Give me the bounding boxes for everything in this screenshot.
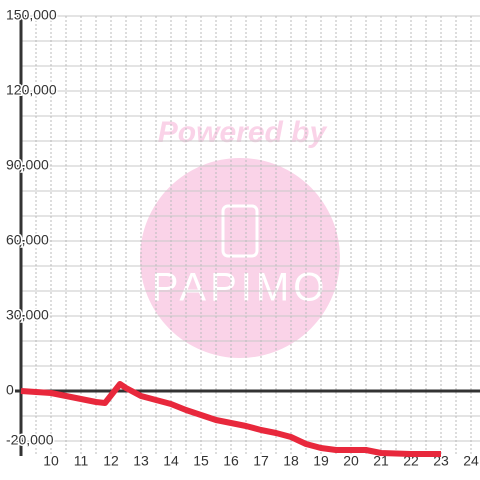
x-tick-label: 14	[163, 453, 179, 469]
x-tick-label: 13	[133, 453, 149, 469]
y-tick-label: 90,000	[6, 157, 49, 173]
x-tick-label: 12	[103, 453, 119, 469]
y-tick-label: 120,000	[6, 82, 57, 98]
x-tick-label: 11	[74, 453, 89, 469]
y-tick-label: 150,000	[6, 7, 57, 23]
y-tick-label: 0	[6, 382, 14, 398]
x-tick-label: 15	[193, 453, 209, 469]
line-series	[20, 381, 441, 457]
x-tick-label: 17	[253, 453, 269, 469]
x-tick-label: 10	[43, 453, 59, 469]
x-tick-label: 19	[313, 453, 329, 469]
y-tick-label: 30,000	[6, 307, 49, 323]
x-tick-label: 16	[223, 453, 239, 469]
x-tick-label: 18	[283, 453, 299, 469]
x-tick-label: 20	[343, 453, 359, 469]
x-tick-label: 24	[463, 453, 479, 469]
watermark-logo: PAPIMO	[152, 266, 329, 310]
watermark-text: Powered by	[158, 116, 328, 149]
x-tick-label: 21	[373, 453, 389, 469]
y-tick-label: 60,000	[6, 232, 49, 248]
watermark-icon	[221, 204, 259, 258]
watermark-circle	[140, 158, 340, 358]
y-tick-label: -20,000	[6, 432, 54, 448]
